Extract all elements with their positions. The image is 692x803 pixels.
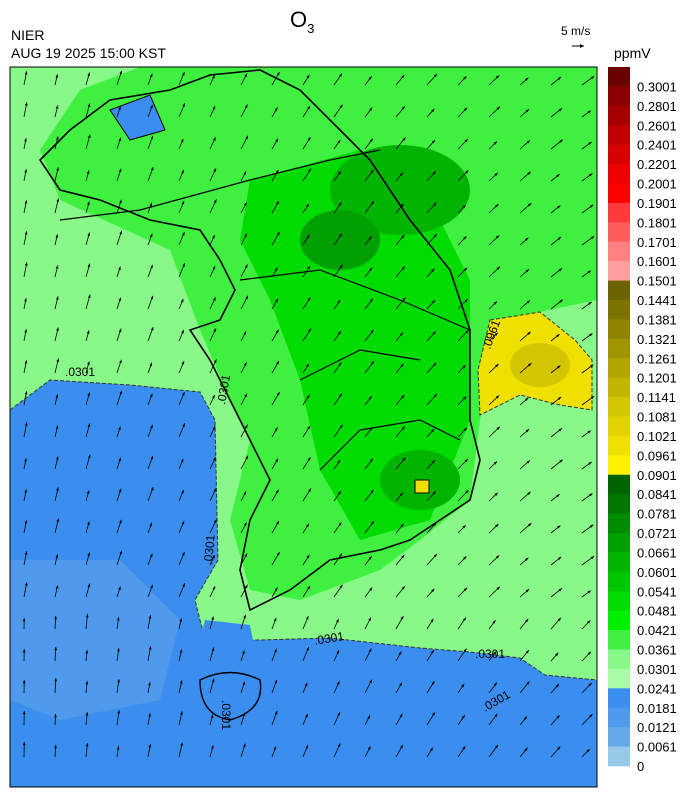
colorbar-box <box>608 281 630 301</box>
colorbar-box <box>608 417 630 437</box>
colorbar-label: 0.0301 <box>637 662 677 677</box>
colorbar-box <box>608 378 630 398</box>
colorbar-box <box>608 630 630 650</box>
contour-label: .0301 <box>475 647 505 661</box>
colorbar-label: 0.2001 <box>637 177 677 192</box>
colorbar-label: 0.0061 <box>637 740 677 755</box>
colorbar-box <box>608 455 630 475</box>
colorbar-box <box>608 203 630 223</box>
colorbar-box <box>608 727 630 747</box>
colorbar-box <box>608 184 630 204</box>
colorbar-box <box>608 261 630 281</box>
colorbar-box <box>608 514 630 534</box>
colorbar-label: 0.2401 <box>637 138 677 153</box>
colorbar-box <box>608 591 630 611</box>
colorbar-box <box>608 164 630 184</box>
colorbar-label: 0.0961 <box>637 448 677 463</box>
colorbar-label: 0.0901 <box>637 468 677 483</box>
colorbar-label: 0.1021 <box>637 429 677 444</box>
colorbar-label: 0.1081 <box>637 410 677 425</box>
colorbar-box <box>608 339 630 359</box>
colorbar-label: 0.1201 <box>637 371 677 386</box>
colorbar-box <box>608 106 630 126</box>
colorbar-box <box>608 708 630 728</box>
colorbar-box <box>608 650 630 670</box>
colorbar-box <box>608 475 630 495</box>
colorbar-box <box>608 533 630 553</box>
contour-label: .0301 <box>65 365 95 379</box>
colorbar-box <box>608 300 630 320</box>
colorbar-box <box>608 669 630 689</box>
colorbar-label: 0.0241 <box>637 681 677 696</box>
colorbar-box <box>608 242 630 262</box>
colorbar-box <box>608 358 630 378</box>
colorbar-label: 0.0661 <box>637 545 677 560</box>
colorbar-box <box>608 494 630 514</box>
map: .0301 .0961 .0301 .0301 .0301 .0301 .030… <box>10 67 597 787</box>
timestamp: AUG 19 2025 15:00 KST <box>11 45 166 61</box>
colorbar-label: 0.1501 <box>637 274 677 289</box>
colorbar-label: 0.1321 <box>637 332 677 347</box>
colorbar-label: 0.0601 <box>637 565 677 580</box>
contour-label: .0301 <box>219 700 233 730</box>
colorbar-label: 0 <box>637 759 644 774</box>
wind-scale-label: 5 m/s <box>561 24 590 38</box>
colorbar-label: 0.2601 <box>637 118 677 133</box>
colorbar-label: 0.0781 <box>637 507 677 522</box>
colorbar-box <box>608 688 630 708</box>
colorbar-box <box>608 572 630 592</box>
field-green-4 <box>300 210 380 270</box>
colorbar-label: 0.1441 <box>637 293 677 308</box>
colorbar-box <box>608 397 630 417</box>
colorbar-label: 0.0541 <box>637 584 677 599</box>
colorbar-label: 0.1381 <box>637 312 677 327</box>
colorbar-label: 0.1261 <box>637 351 677 366</box>
colorbar-box <box>608 436 630 456</box>
colorbar-label: 0.1901 <box>637 196 677 211</box>
colorbar-label: 0.2201 <box>637 157 677 172</box>
colorbar-label: 0.0841 <box>637 487 677 502</box>
colorbar-box <box>608 67 630 87</box>
colorbar-box <box>608 125 630 145</box>
colorbar-label: 0.1701 <box>637 235 677 250</box>
colorbar-box <box>608 145 630 165</box>
colorbar-label: 0.1601 <box>637 254 677 269</box>
colorbar-label: 0.2801 <box>637 99 677 114</box>
field-yellow-spot <box>415 480 429 493</box>
wind-scale-head <box>580 44 584 48</box>
colorbar-unit: ppmV <box>614 45 651 61</box>
colorbar: 0.3001 0.2801 0.2601 0.2401 0.2201 0.2001 0.19… <box>608 67 677 774</box>
agency: NIER <box>11 27 44 43</box>
contour-label: .0301 <box>201 534 218 565</box>
colorbar-label: 0.1141 <box>637 390 676 405</box>
colorbar-box <box>608 86 630 106</box>
title: O3 <box>290 7 314 36</box>
colorbar-label: 0.0421 <box>637 623 677 638</box>
colorbar-label: 0.0361 <box>637 643 677 658</box>
colorbar-box <box>608 747 630 767</box>
field-olive <box>510 343 570 387</box>
colorbar-label: 0.1801 <box>637 215 677 230</box>
colorbar-label: 0.0481 <box>637 604 677 619</box>
colorbar-box <box>608 222 630 242</box>
colorbar-label: 0.0181 <box>637 701 677 716</box>
colorbar-box <box>608 552 630 572</box>
colorbar-label: 0.0121 <box>637 720 677 735</box>
colorbar-box <box>608 319 630 339</box>
colorbar-label: 0.3001 <box>637 79 677 94</box>
colorbar-label: 0.0721 <box>637 526 677 541</box>
colorbar-box <box>608 611 630 631</box>
